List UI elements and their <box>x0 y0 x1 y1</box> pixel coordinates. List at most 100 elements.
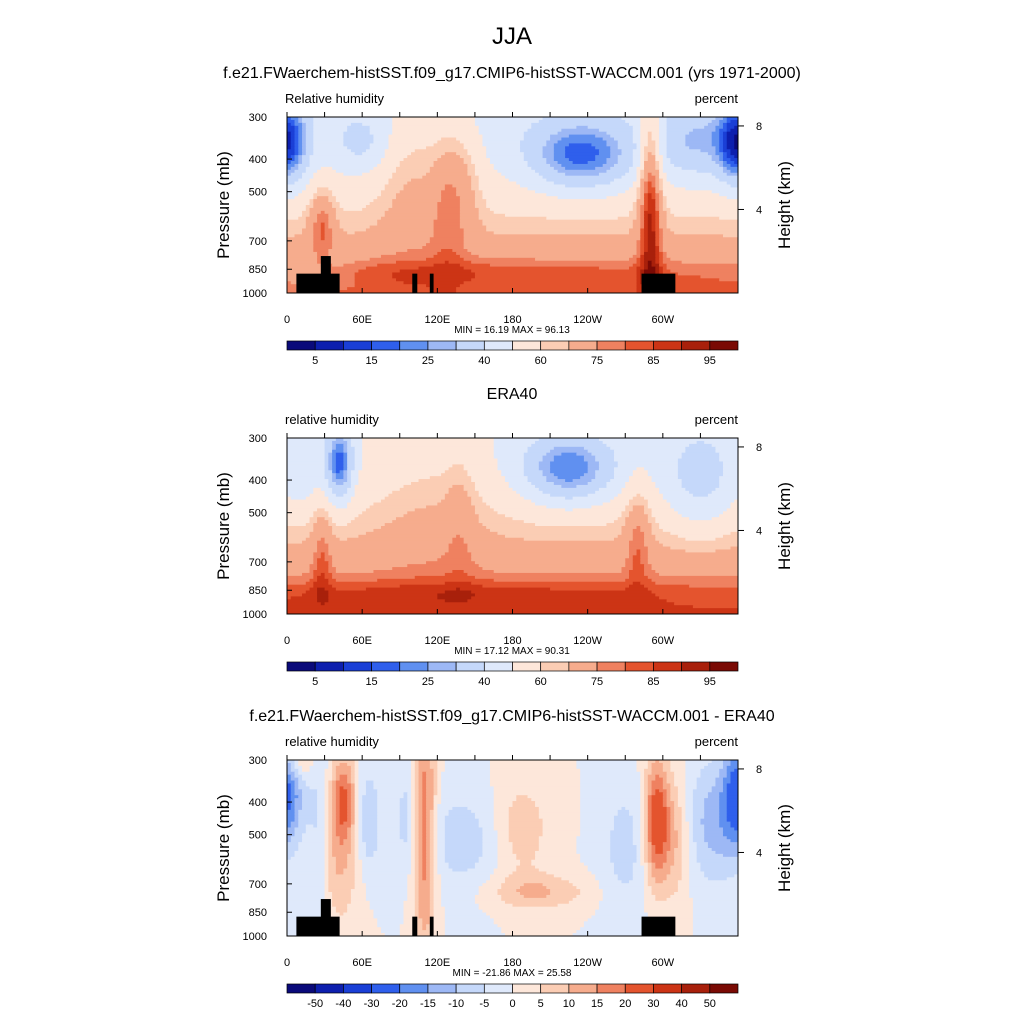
y-tick-label: 1000 <box>243 288 267 300</box>
figure-title: JJA <box>492 23 532 50</box>
colorbar-swatch <box>483 983 513 994</box>
y2-axis-label: Height (km) <box>775 804 794 892</box>
colorbar-swatch <box>343 661 372 672</box>
units-label: percent <box>695 91 739 106</box>
x-tick-label: 0 <box>284 957 290 969</box>
y2-tick-label: 4 <box>756 525 762 537</box>
x-tick-label: 60W <box>652 635 675 647</box>
colorbar-swatch <box>314 340 344 351</box>
x-tick-label: 0 <box>284 314 290 326</box>
x-tick-label: 120E <box>424 314 450 326</box>
panel-title: f.e21.FWaerchem-histSST.f09_g17.CMIP6-hi… <box>223 65 801 82</box>
colorbar-swatch <box>540 983 570 994</box>
colorbar-swatch <box>343 983 372 994</box>
colorbar-swatch <box>455 340 485 351</box>
colorbar-swatch <box>427 983 457 994</box>
variable-label: Relative humidity <box>285 91 384 106</box>
colorbar-swatch <box>568 661 598 672</box>
colorbar-label: 60 <box>535 355 547 367</box>
y-tick-label: 400 <box>249 154 267 166</box>
colorbar-swatch <box>709 661 739 672</box>
x-tick-label: 60W <box>652 314 675 326</box>
colorbar-swatch <box>540 661 570 672</box>
y2-tick-label: 4 <box>756 204 762 216</box>
y2-tick-label: 8 <box>756 121 762 133</box>
y-tick-label: 700 <box>249 557 267 569</box>
y2-axis: 48 <box>738 442 762 537</box>
panel-title: ERA40 <box>487 386 538 403</box>
y-axis-label: Pressure (mb) <box>214 472 233 580</box>
colorbar-swatch <box>286 983 316 994</box>
colorbar-swatch <box>653 340 682 351</box>
colorbar-label: 15 <box>365 355 377 367</box>
variable-label: relative humidity <box>285 734 379 749</box>
y2-axis-label: Height (km) <box>775 161 794 249</box>
colorbar-label: 75 <box>591 355 603 367</box>
x-tick-label: 60E <box>352 635 372 647</box>
colorbar-swatch <box>286 661 316 672</box>
x-tick-label: 60E <box>352 957 372 969</box>
colorbar-swatch <box>624 340 654 351</box>
colorbar-label: 5 <box>312 355 318 367</box>
colorbar-swatch <box>343 340 372 351</box>
colorbar-swatch <box>596 340 626 351</box>
panel-3: f.e21.FWaerchem-histSST.f09_g17.CMIP6-hi… <box>214 708 794 1010</box>
x-tick-label: 180 <box>503 314 521 326</box>
colorbar-label: 5 <box>312 676 318 688</box>
colorbar-swatch <box>371 340 401 351</box>
colorbar-swatch <box>512 661 542 672</box>
colorbar-label: 85 <box>647 355 659 367</box>
colorbar-swatch <box>455 661 485 672</box>
y2-axis-label: Height (km) <box>775 482 794 570</box>
y2-axis: 48 <box>738 121 762 216</box>
colorbar-swatch <box>681 983 711 994</box>
colorbar-label: 0 <box>509 998 515 1010</box>
colorbar-swatch <box>512 983 542 994</box>
x-tick-label: 120W <box>573 314 602 326</box>
colorbar-label: 15 <box>365 676 377 688</box>
colorbar-swatch <box>455 983 485 994</box>
x-tick-label: 120E <box>424 957 450 969</box>
colorbar-swatch <box>512 340 542 351</box>
colorbar-label: 10 <box>563 998 575 1010</box>
colorbar-swatch <box>653 983 682 994</box>
colorbar-label: 30 <box>647 998 659 1010</box>
variable-label: relative humidity <box>285 412 379 427</box>
x-axis: 0 60E 120E 180 120W 60W <box>284 433 701 647</box>
colorbar-swatch <box>314 661 344 672</box>
colorbar-swatch <box>653 661 682 672</box>
colorbar-swatch <box>568 340 598 351</box>
x-axis: 0 60E 120E 180 120W 60W <box>284 112 701 326</box>
colorbar-swatch <box>371 661 401 672</box>
colorbar-label: 25 <box>422 355 434 367</box>
y2-axis: 48 <box>738 764 762 859</box>
y-axis-label: Pressure (mb) <box>214 794 233 902</box>
colorbar-label: 20 <box>619 998 631 1010</box>
y-tick-label: 400 <box>249 797 267 809</box>
colorbar-label: 15 <box>591 998 603 1010</box>
x-tick-label: 0 <box>284 635 290 647</box>
y2-tick-label: 8 <box>756 442 762 454</box>
min-max-label: MIN = -21.86 MAX = 25.58 <box>453 968 572 979</box>
colorbar-swatch <box>540 340 570 351</box>
contour-field <box>287 760 738 936</box>
colorbar-swatch <box>596 661 626 672</box>
colorbar-label: 25 <box>422 676 434 688</box>
y-tick-label: 300 <box>249 112 267 124</box>
colorbar-swatch <box>681 661 711 672</box>
colorbar-swatch <box>371 983 401 994</box>
x-tick-label: 60W <box>652 957 675 969</box>
units-label: percent <box>695 734 739 749</box>
contour-field <box>287 117 738 293</box>
colorbar-label: -40 <box>335 998 351 1010</box>
colorbar: 5 15 25 40 60 75 85 95 <box>286 661 739 688</box>
colorbar-label: 40 <box>478 676 490 688</box>
x-axis: 0 60E 120E 180 120W 60W <box>284 755 701 969</box>
y2-tick-label: 4 <box>756 847 762 859</box>
y-tick-label: 700 <box>249 236 267 248</box>
colorbar-label: 50 <box>704 998 716 1010</box>
y-tick-label: 500 <box>249 508 267 520</box>
colorbar-label: 40 <box>478 355 490 367</box>
